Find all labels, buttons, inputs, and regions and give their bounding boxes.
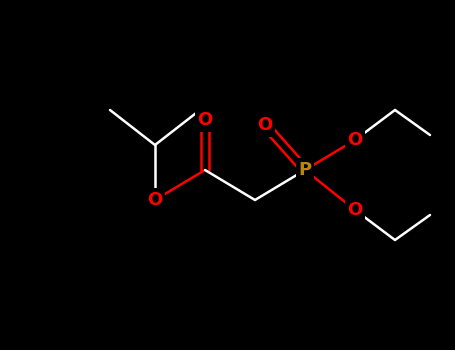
Text: O: O	[258, 116, 273, 134]
Text: P: P	[298, 161, 312, 179]
Text: O: O	[347, 201, 363, 219]
Text: O: O	[197, 111, 212, 129]
Text: O: O	[347, 131, 363, 149]
Text: O: O	[147, 191, 162, 209]
